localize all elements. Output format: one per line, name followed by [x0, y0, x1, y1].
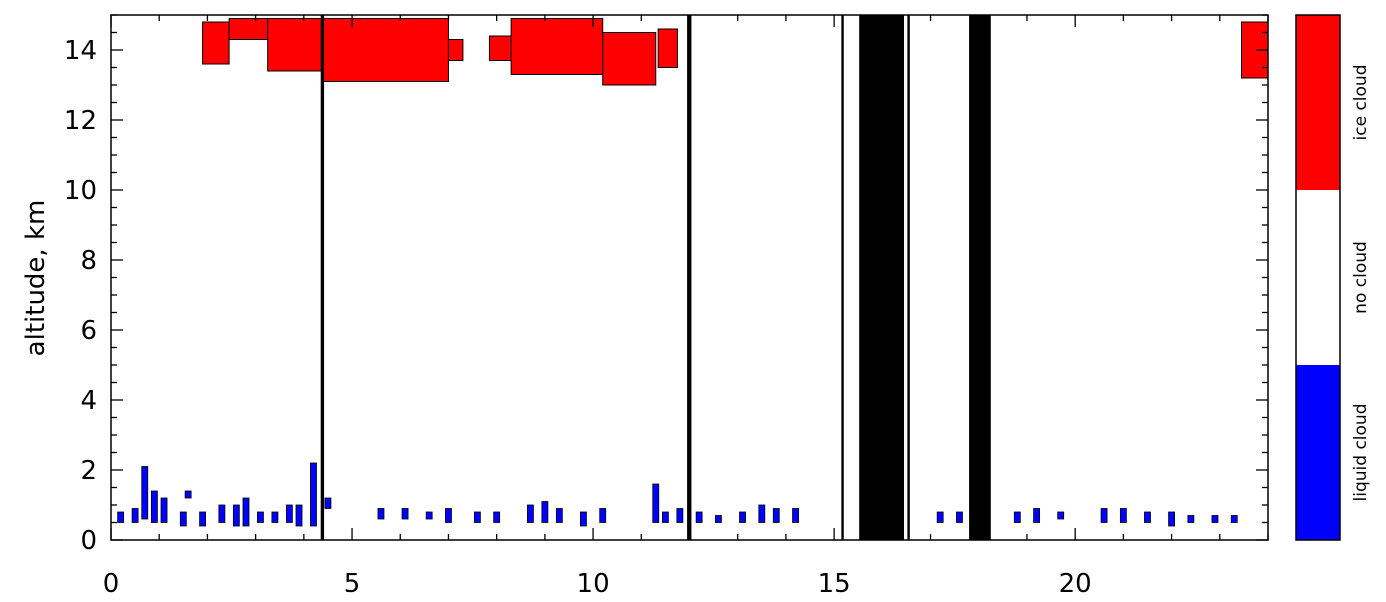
liquid-cloud-patch	[555, 508, 563, 523]
liquid-cloud-patch	[1100, 508, 1108, 523]
liquid-cloud-patch	[580, 511, 587, 527]
y-tick-label: 8	[80, 246, 97, 276]
missing-data-column	[859, 15, 905, 540]
y-tick-label: 2	[80, 456, 97, 486]
y-tick-label: 0	[80, 526, 97, 556]
x-tick-label: 20	[1059, 569, 1092, 599]
legend-swatch-none	[1296, 190, 1340, 365]
liquid-cloud-patch	[295, 504, 303, 527]
missing-data-layer	[320, 15, 991, 540]
liquid-cloud-patch	[199, 511, 206, 527]
x-tick-labels: 0 5 10 15 20	[103, 569, 1092, 599]
liquid-cloud-patch	[695, 511, 703, 523]
liquid-cloud-patch	[257, 511, 264, 523]
liquid-cloud-patch	[131, 508, 139, 523]
liquid-cloud-patch	[661, 511, 669, 523]
liquid-cloud-patch	[527, 504, 534, 523]
liquid-cloud-patch	[676, 508, 684, 523]
liquid-cloud-patch	[324, 497, 332, 509]
liquid-cloud-patch	[541, 501, 549, 523]
liquid-cloud-patch	[425, 511, 433, 520]
liquid-cloud-patch	[1168, 511, 1175, 527]
ice-cloud-region	[228, 18, 269, 40]
legend-swatch-liquid	[1296, 365, 1340, 540]
y-tick-label: 14	[64, 36, 97, 66]
y-tick-label: 10	[64, 176, 97, 206]
liquid-cloud-patch	[739, 511, 746, 523]
liquid-cloud-patch	[117, 511, 125, 523]
legend-label-ice: ice cloud	[1351, 65, 1371, 141]
ice-cloud-region	[488, 35, 512, 61]
x-tick-label: 5	[344, 569, 361, 599]
liquid-cloud-layer	[117, 462, 1238, 527]
x-tick-label: 0	[103, 569, 120, 599]
ice-cloud-layer	[202, 18, 1269, 86]
y-tick-labels: 0 2 4 6 8 10 12 14	[64, 36, 97, 556]
phase-legend: ice cloud no cloud liquid cloud	[1295, 14, 1371, 541]
legend-label-none: no cloud	[1351, 241, 1371, 314]
liquid-cloud-patch	[936, 511, 944, 523]
y-tick-label: 4	[80, 386, 97, 416]
liquid-cloud-patch	[218, 504, 226, 523]
liquid-cloud-patch	[1230, 515, 1238, 523]
liquid-cloud-patch	[599, 508, 607, 523]
liquid-cloud-patch	[715, 515, 722, 523]
liquid-cloud-patch	[232, 504, 240, 527]
liquid-cloud-patch	[160, 497, 168, 523]
liquid-cloud-patch	[1119, 508, 1127, 523]
missing-data-column	[320, 15, 325, 540]
liquid-cloud-patch	[285, 504, 293, 523]
liquid-cloud-patch	[1187, 515, 1195, 523]
liquid-cloud-patch	[179, 511, 187, 527]
ice-cloud-region	[510, 18, 604, 75]
ice-cloud-region	[657, 28, 678, 68]
liquid-cloud-patch	[271, 511, 279, 523]
liquid-cloud-patch	[1033, 508, 1040, 523]
liquid-cloud-patch	[792, 508, 799, 523]
liquid-cloud-patch	[1144, 511, 1151, 523]
liquid-cloud-patch	[445, 508, 452, 523]
liquid-cloud-patch	[150, 490, 158, 523]
y-tick-label: 6	[80, 316, 97, 346]
ice-cloud-region	[202, 21, 230, 65]
missing-data-column	[841, 15, 844, 540]
x-tick-label: 10	[577, 569, 610, 599]
liquid-cloud-patch	[758, 504, 766, 523]
liquid-cloud-patch	[1211, 515, 1219, 523]
missing-data-column	[907, 15, 910, 540]
liquid-cloud-patch	[401, 508, 409, 520]
liquid-cloud-patch	[1013, 511, 1021, 523]
ice-cloud-region	[447, 39, 464, 61]
x-tick-label: 15	[818, 569, 851, 599]
liquid-cloud-patch	[493, 511, 501, 523]
legend-frame	[1295, 14, 1341, 541]
liquid-cloud-patch	[310, 462, 317, 527]
missing-data-column	[687, 15, 692, 540]
y-tick-label: 12	[64, 106, 97, 136]
liquid-cloud-patch	[772, 508, 780, 523]
legend-swatch-ice	[1296, 15, 1340, 190]
liquid-cloud-patch	[184, 490, 192, 499]
legend-label-liquid: liquid cloud	[1351, 404, 1371, 502]
ice-cloud-region	[322, 18, 449, 82]
liquid-cloud-patch	[377, 508, 385, 520]
liquid-cloud-patch	[1057, 511, 1065, 520]
liquid-cloud-patch	[141, 466, 149, 520]
liquid-cloud-patch	[242, 497, 250, 527]
missing-data-column	[969, 15, 991, 540]
liquid-cloud-patch	[473, 511, 481, 523]
ice-cloud-region	[267, 18, 324, 72]
ice-cloud-region	[602, 32, 657, 86]
y-axis-label: altitude, km	[21, 200, 51, 357]
axis-ticks	[110, 14, 1269, 541]
liquid-cloud-patch	[956, 511, 963, 523]
liquid-cloud-patch	[652, 483, 660, 523]
